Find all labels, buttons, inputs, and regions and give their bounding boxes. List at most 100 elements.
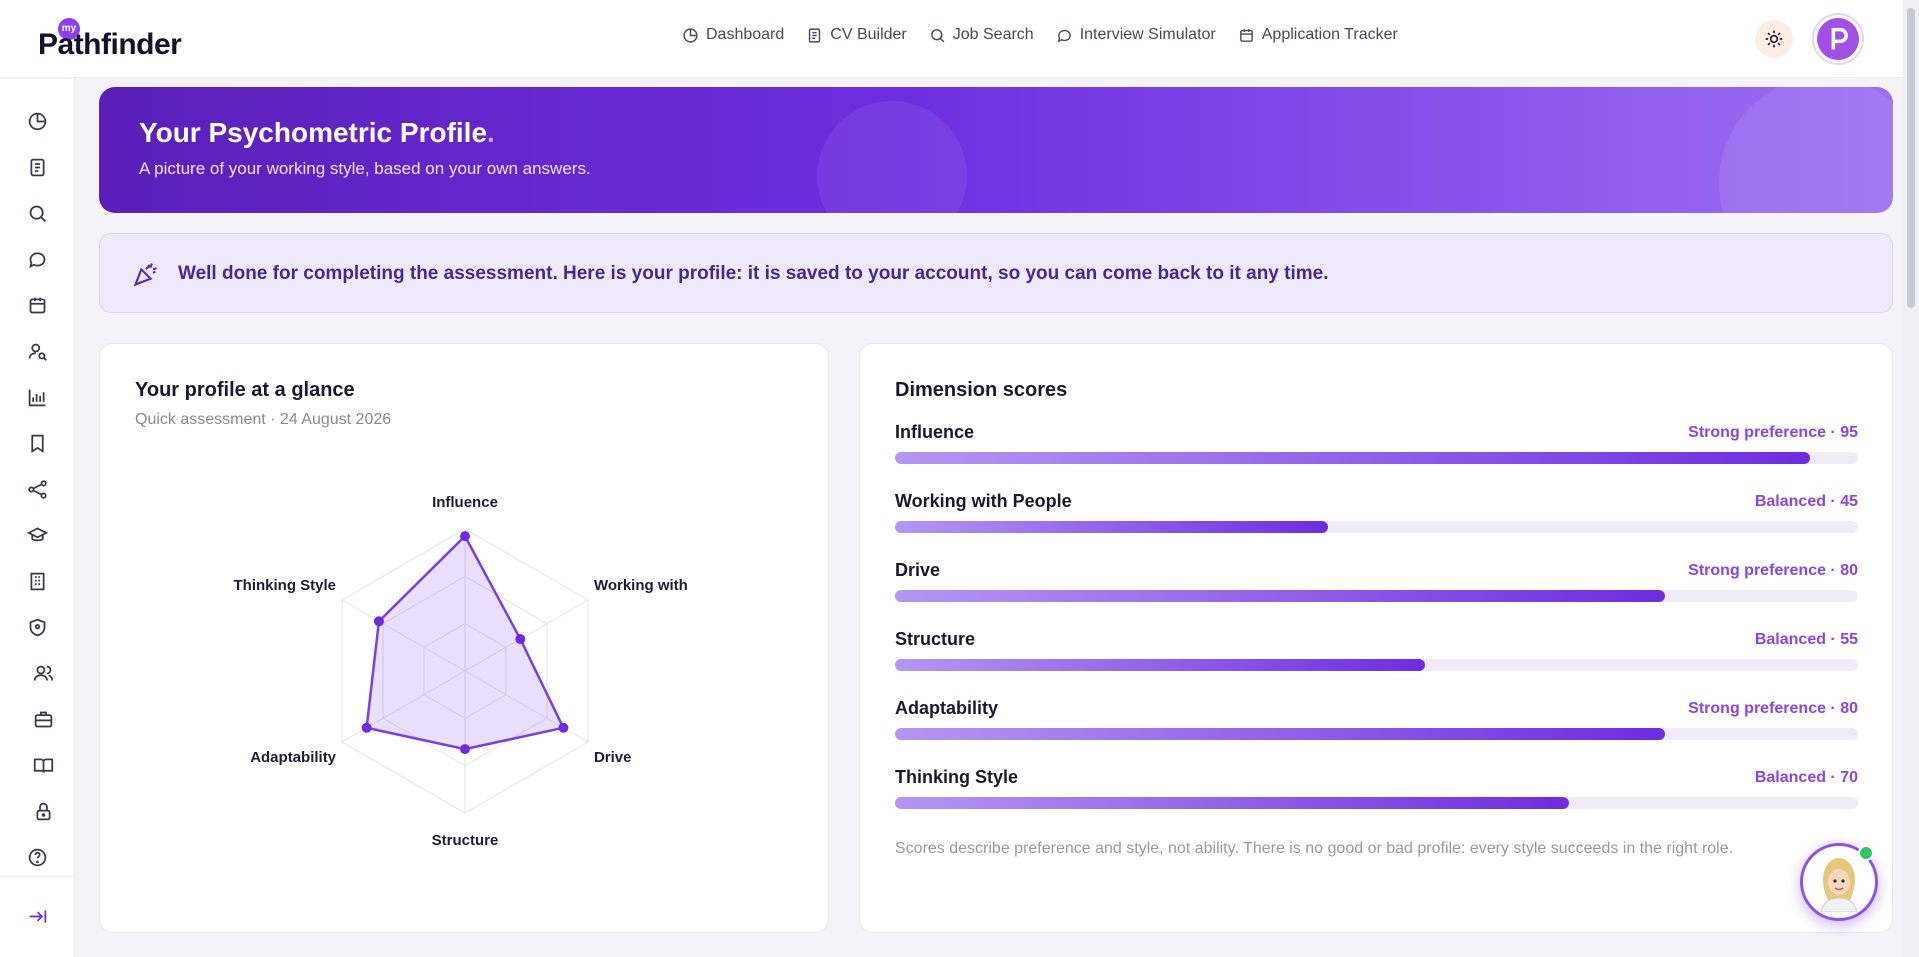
sidebar-learning[interactable] — [25, 523, 49, 547]
page-title: Your Psychometric Profile. — [139, 117, 495, 149]
sidebar-interview-simulator[interactable] — [25, 247, 49, 271]
dimension-bar-fill — [895, 659, 1425, 671]
radar-point[interactable] — [460, 531, 470, 542]
dimension-level: Strong preference · 80 — [1688, 562, 1858, 579]
dimension-bar-fill — [895, 728, 1666, 740]
sidebar-security[interactable] — [25, 615, 49, 639]
sidebar-companies[interactable] — [25, 569, 49, 593]
dimension-level: Strong preference · 80 — [1688, 700, 1858, 717]
radar-point[interactable] — [373, 616, 384, 627]
chat-icon — [1057, 29, 1071, 42]
sidebar-privacy[interactable] — [31, 799, 55, 823]
radar-axis-label: Structure — [432, 832, 499, 849]
dimension-score: 95 — [1840, 424, 1858, 441]
nav-dashboard[interactable]: Dashboard — [682, 26, 784, 44]
nav-cv-builder[interactable]: CV Builder — [806, 26, 907, 44]
theme-toggle-button[interactable] — [1755, 20, 1793, 58]
sidebar-resources[interactable] — [31, 753, 55, 777]
sidebar-profile-search[interactable] — [25, 339, 49, 363]
hero-decor-circle — [1719, 87, 1893, 213]
radar-spoke — [464, 599, 589, 672]
sidebar-saved[interactable] — [25, 431, 49, 455]
brand-logo[interactable]: my Pathfinder — [38, 18, 198, 62]
users-icon — [33, 665, 53, 681]
nav-job-search[interactable]: Job Search — [929, 26, 1034, 44]
dimension-level-label: Strong preference — [1688, 562, 1826, 579]
dimension-level-label: Strong preference — [1688, 424, 1826, 441]
radar-axis-labels: Influence Working with People Drive Structu… — [234, 494, 690, 849]
completion-notice-text: Well done for completing the assessment.… — [178, 263, 1329, 284]
dimension-bar-fill — [895, 452, 1810, 464]
dimension-bar-fill — [895, 590, 1666, 602]
briefcase-icon — [34, 711, 52, 727]
brand-name: Pathfinder — [38, 28, 182, 61]
radar-point[interactable] — [558, 722, 569, 733]
dimension-bar-track — [895, 452, 1858, 464]
dimension-score: 70 — [1840, 769, 1858, 786]
sidebar-help[interactable] — [25, 845, 49, 869]
search-icon — [29, 205, 46, 222]
lock-icon — [36, 802, 50, 820]
sidebar-analytics[interactable] — [25, 385, 49, 409]
page-title-dot: . — [487, 117, 495, 148]
dimension-name: Influence — [895, 422, 975, 442]
radar-axis-label: Influence — [432, 494, 498, 511]
expand-sidebar-icon — [29, 909, 46, 923]
help-circle-icon — [28, 848, 46, 866]
dimension-level: Strong preference · 95 — [1688, 424, 1858, 441]
sidebar-application-tracker[interactable] — [25, 293, 49, 317]
sidebar-cv-builder[interactable] — [25, 155, 49, 179]
sidebar — [0, 79, 75, 957]
shield-icon — [29, 618, 45, 636]
radar-point[interactable] — [460, 744, 470, 755]
nav-dashboard-label: Dashboard — [706, 26, 785, 43]
dimension-bar-track — [895, 521, 1858, 533]
nav-application-tracker[interactable]: Application Tracker — [1238, 26, 1398, 44]
radar-point[interactable] — [361, 722, 372, 733]
hero-decor-circle — [817, 101, 967, 213]
document-icon — [30, 158, 44, 176]
sun-icon — [1765, 30, 1783, 48]
user-avatar[interactable] — [1812, 13, 1864, 65]
sidebar-jobs[interactable] — [31, 707, 55, 731]
radar-axis-label: Adaptability — [250, 749, 336, 766]
glance-subtitle: Quick assessment · 24 August 2026 — [135, 411, 392, 428]
radar-series-area — [365, 534, 566, 751]
document-icon — [809, 27, 821, 43]
avatar-image — [1817, 18, 1859, 60]
sidebar-job-search[interactable] — [25, 201, 49, 225]
scrollbar-thumb[interactable] — [1907, 8, 1915, 308]
profile-hero-banner: Your Psychometric Profile. A picture of … — [99, 87, 1893, 213]
dimension-name: Structure — [895, 629, 976, 649]
page-title-text: Your Psychometric Profile — [139, 117, 488, 148]
graduation-cap-icon — [26, 527, 48, 541]
sidebar-collapse-button[interactable] — [25, 904, 49, 928]
chat-icon — [28, 251, 45, 268]
sidebar-network[interactable] — [25, 477, 49, 501]
sidebar-divider — [0, 876, 74, 877]
radar-axis-label: Thinking Style — [234, 577, 337, 594]
pie-chart-icon — [683, 27, 698, 43]
profile-glance-card: Your profile at a glance Quick assessmen… — [99, 343, 829, 933]
dimension-bar-track — [895, 797, 1858, 809]
dimension-name: Drive — [895, 560, 941, 580]
party-popper-icon — [133, 263, 157, 287]
assistant-avatar-icon — [1820, 858, 1858, 912]
search-icon — [930, 28, 945, 42]
page-scrollbar[interactable] — [1903, 0, 1919, 957]
share-nodes-icon — [27, 479, 47, 499]
nav-interview-simulator[interactable]: Interview Simulator — [1056, 26, 1216, 44]
dimension-score: 55 — [1840, 631, 1858, 648]
radar-point[interactable] — [515, 634, 526, 645]
dimension-level: Balanced · 55 — [1754, 631, 1858, 648]
scores-title: Dimension scores — [895, 379, 1068, 401]
dimension-bar-track — [895, 728, 1858, 740]
dimension-scores-card: Dimension scores Influence Strong prefere… — [859, 343, 1893, 933]
calendar-icon — [1239, 28, 1253, 42]
sidebar-people[interactable] — [31, 661, 55, 685]
dimension-score: 80 — [1840, 700, 1858, 717]
sidebar-dashboard[interactable] — [25, 109, 49, 133]
radar-series — [361, 531, 569, 755]
radar-spoke — [341, 599, 466, 672]
dimension-level: Balanced · 70 — [1754, 769, 1858, 786]
